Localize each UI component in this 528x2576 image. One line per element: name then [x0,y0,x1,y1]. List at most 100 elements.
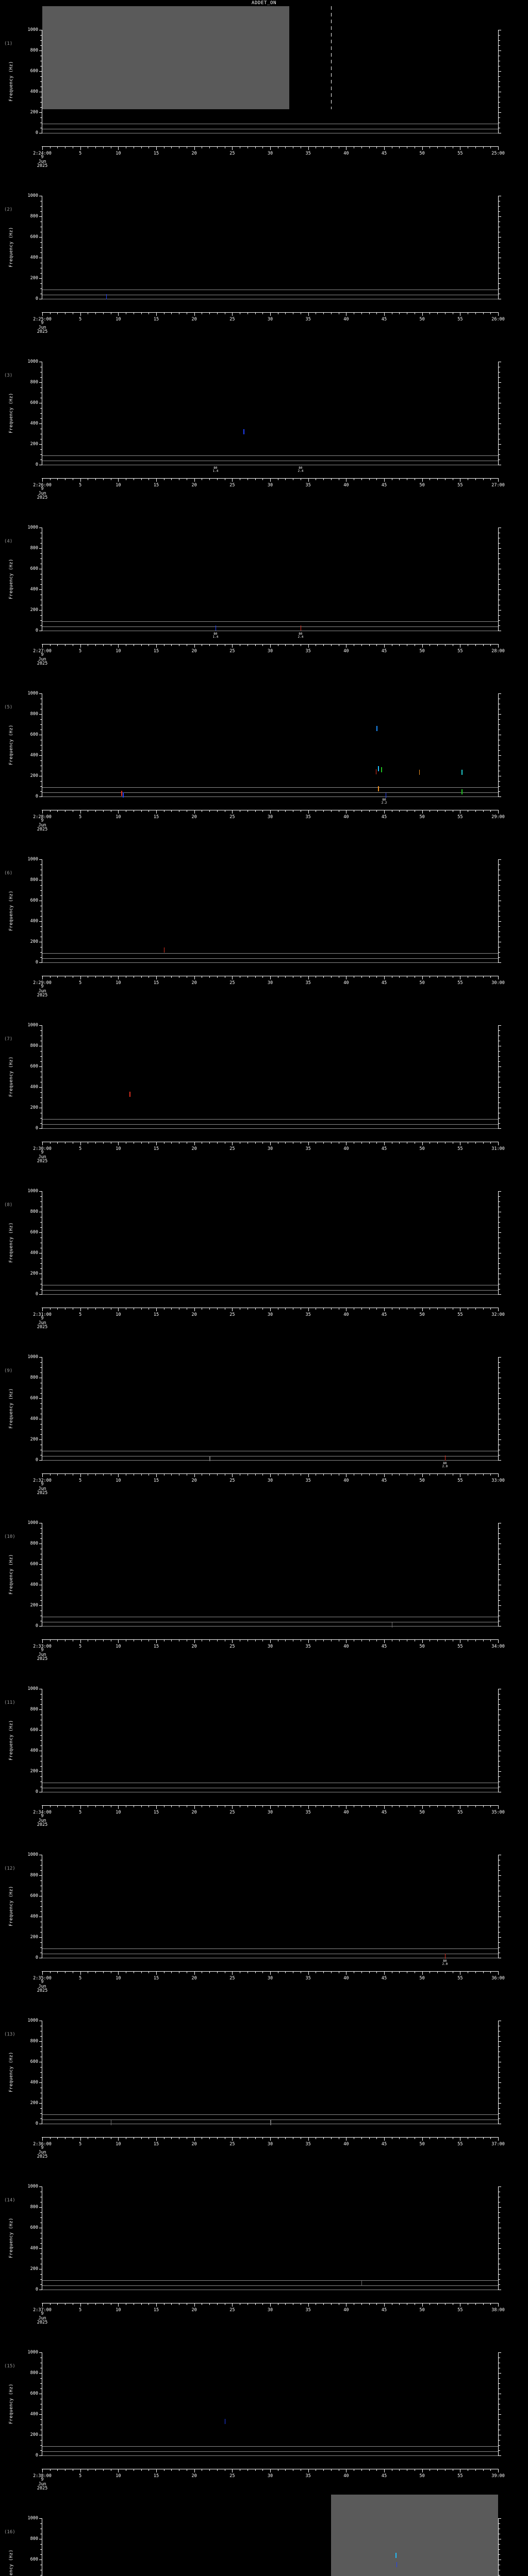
x-tick [270,1639,271,1643]
y-tick-label: 0 [35,628,38,633]
y-tick [498,423,501,424]
reference-line [42,2451,498,2452]
x-tick [399,2469,400,2471]
y-tick [498,1735,500,1736]
x-tick-label: 30 [267,1478,273,1483]
y-tick [39,796,42,797]
y-tick [40,2419,42,2420]
y-tick [40,2217,42,2218]
reference-line [42,787,498,788]
x-tick [285,1308,286,1310]
x-tick-label: 45 [381,483,387,488]
x-tick [57,2303,58,2305]
y-tick [498,242,500,243]
x-tick [118,2137,119,2141]
x-tick [194,312,195,316]
x-tick [148,146,150,148]
y-tick [40,791,42,792]
y-tick [498,1222,500,1223]
y-tick [40,2046,42,2047]
x-tick [255,1473,256,1476]
x-tick-label: 20 [191,980,197,986]
detection-mark [444,1953,446,1959]
x-tick [384,478,385,482]
detection-mark [461,770,463,775]
panel-number: (3) [4,373,13,378]
x-tick [475,810,476,812]
y-tick [498,1362,500,1363]
x-tick-label: 37:00 [491,2142,505,2147]
date-line-1: 9 [41,818,44,823]
x-tick-label: 10 [116,1644,121,1649]
x-tick-label: 55 [457,2142,463,2147]
y-tick-label: 800 [30,48,38,53]
plot-area [42,1523,498,1626]
x-tick [399,644,400,646]
x-tick-label: 10 [116,980,121,986]
x-tick [444,1473,446,1476]
x-tick [217,644,218,646]
x-tick [171,146,172,148]
x-tick [103,146,104,148]
x-tick [475,1805,476,1807]
x-tick-label: 45 [381,2308,387,2313]
y-tick-label: 400 [30,2246,38,2251]
date-line-3: 2025 [37,1490,48,1496]
x-tick [57,1639,58,1641]
plot-area [42,1191,498,1294]
x-tick [399,976,400,978]
reference-line [42,1290,498,1291]
date-line-3: 2025 [37,1988,48,1993]
y-tick [498,1776,500,1777]
x-tick [376,2137,377,2139]
x-tick [80,2469,81,2472]
y-tick [40,1870,42,1871]
reference-line [42,626,498,627]
x-tick [437,644,438,646]
x-tick-label: 50 [419,151,425,156]
x-tick [285,2137,286,2139]
x-tick-label: 50 [419,1146,425,1151]
panel-5: 0 200 400 600 800 1000 Frequency (Hz) (5) 80 2.2 2… [0,670,528,836]
date-line-2: Jun [38,490,46,496]
x-tick [95,1805,96,1807]
x-tick [232,2137,233,2141]
baseline-line [42,1460,498,1461]
x-tick-label: 5 [79,2142,82,2147]
date-line-2: Jun [38,2481,46,2487]
y-tick-label: 1000 [27,1686,38,1691]
x-tick [255,2137,256,2139]
x-tick [80,976,81,979]
x-tick [490,2303,491,2305]
y-tick-label: 200 [30,1105,38,1110]
x-tick-label: 2:24:00 [33,151,52,156]
y-tick [40,1372,42,1373]
x-tick-label: 30 [267,1312,273,1317]
x-tick-label: 20 [191,2142,197,2147]
x-tick [148,1308,150,1310]
plot-area [42,1025,498,1128]
x-tick [270,644,271,648]
x-tick [103,1473,104,1476]
x-axis-date: 9 Jun 2025 [37,653,47,666]
x-tick-label: 25 [229,317,235,322]
y-tick [498,1263,500,1264]
x-tick [171,1971,172,1973]
y-tick [498,1087,501,1088]
x-tick [361,2137,362,2139]
x-tick [42,1639,43,1643]
x-tick [194,1805,195,1809]
x-tick [422,1971,423,1975]
panel-4: 0 200 400 600 800 1000 Frequency (Hz) (4) 80 1.4 8… [0,504,528,670]
x-tick [475,312,476,314]
panel-number: (14) [4,2198,15,2203]
x-tick [399,1308,400,1310]
x-tick [232,644,233,648]
x-tick [422,644,423,648]
y-tick [40,2383,42,2384]
x-tick [95,312,96,314]
x-tick [285,1473,286,1476]
x-tick [95,1308,96,1310]
x-tick [369,1639,370,1641]
